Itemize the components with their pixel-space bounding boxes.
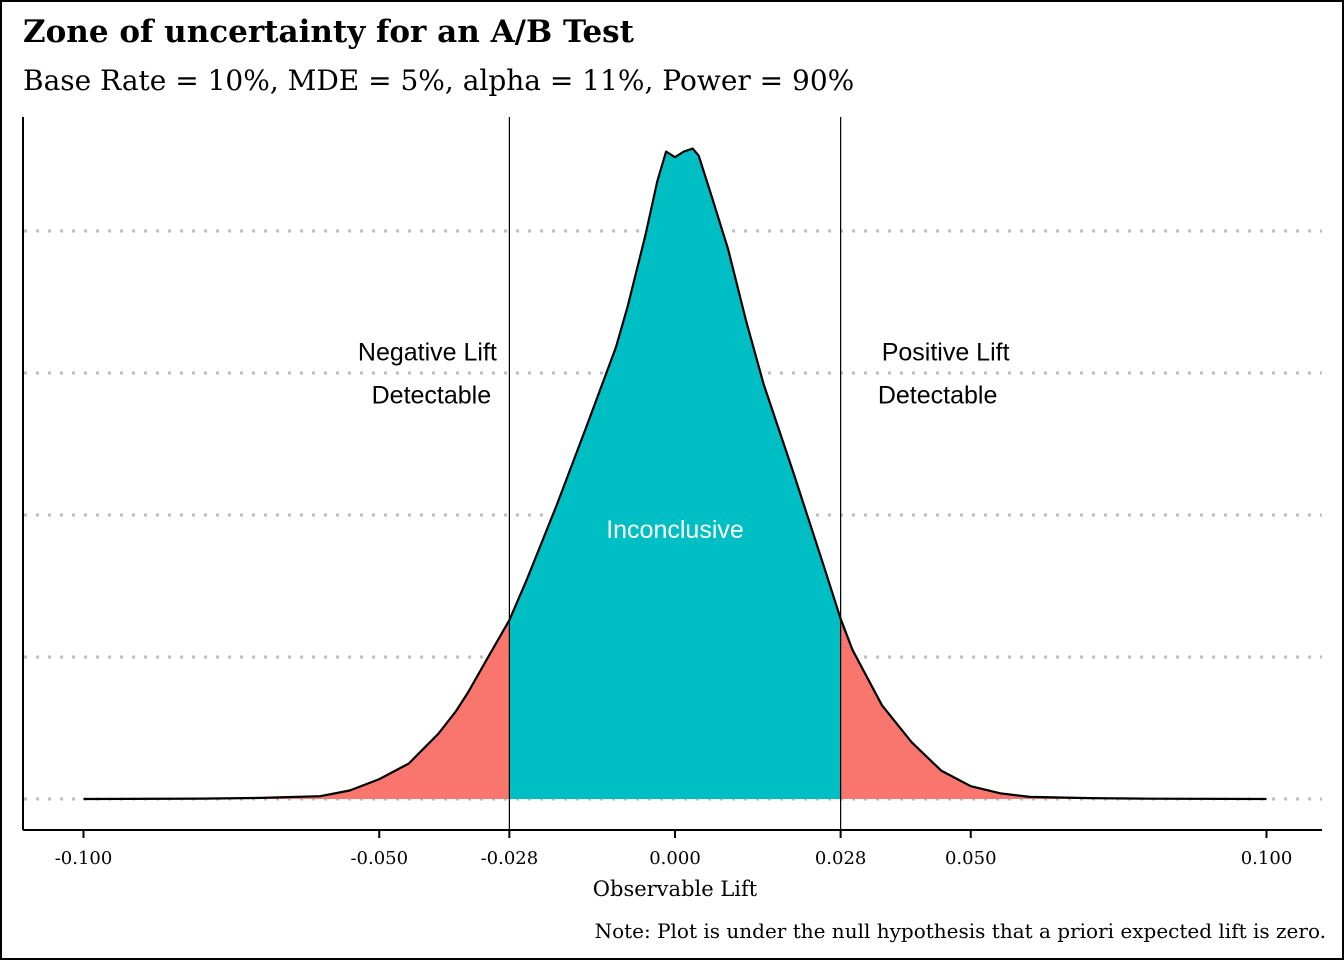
annotation-mid-line-0: Inconclusive <box>606 516 744 544</box>
chart-caption: Note: Plot is under the null hypothesis … <box>595 919 1326 943</box>
x-tick-label: -0.100 <box>55 848 113 869</box>
x-tick-label: 0.028 <box>815 848 867 869</box>
annotation-pos-line-1: Detectable <box>878 382 998 410</box>
density-areas <box>83 147 1267 801</box>
x-tick-label: 0.100 <box>1241 848 1293 869</box>
x-axis-title: Observable Lift <box>593 877 758 901</box>
annotation-neg-line-1: Detectable <box>372 382 492 410</box>
x-tick-label: -0.050 <box>350 848 408 869</box>
region-negative-lift-detectable <box>83 620 510 799</box>
x-tick-label: 0.050 <box>945 848 997 869</box>
x-tick-label: 0.000 <box>649 848 701 869</box>
density-curve <box>83 147 1267 801</box>
annotations: Negative Lift Detectable Positive Lift Dete… <box>358 339 1010 545</box>
annotation-pos-line-0: Positive Lift <box>882 339 1010 367</box>
region-positive-lift-detectable <box>840 618 1267 799</box>
chart-subtitle: Base Rate = 10%, MDE = 5%, alpha = 11%, … <box>23 64 854 97</box>
x-tick-label: -0.028 <box>481 848 539 869</box>
x-axis-ticks: -0.100 -0.050 -0.028 0.000 0.028 0.050 0.100 <box>55 831 1293 869</box>
threshold-lines <box>508 117 842 830</box>
chart-title: Zone of uncertainty for an A/B Test <box>23 14 635 50</box>
region-inconclusive <box>509 148 841 800</box>
annotation-neg-line-0: Negative Lift <box>358 339 497 367</box>
